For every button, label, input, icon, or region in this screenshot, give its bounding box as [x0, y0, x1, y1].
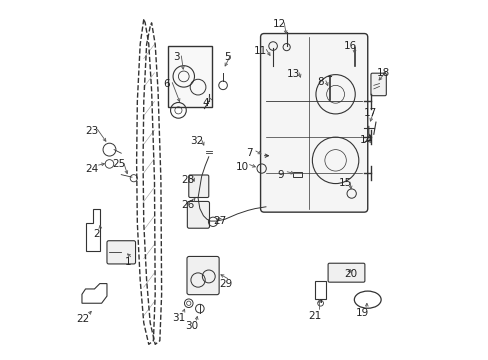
FancyBboxPatch shape: [188, 175, 208, 198]
FancyBboxPatch shape: [327, 263, 364, 282]
Text: 25: 25: [112, 159, 125, 169]
Text: 15: 15: [338, 178, 351, 188]
Text: 3: 3: [173, 52, 180, 62]
Text: 7: 7: [245, 148, 252, 158]
Text: 6: 6: [163, 78, 170, 89]
FancyBboxPatch shape: [187, 202, 209, 228]
Text: 11: 11: [253, 46, 266, 56]
Text: 5: 5: [224, 52, 230, 62]
Text: 22: 22: [76, 314, 89, 324]
Text: 21: 21: [308, 311, 321, 321]
Text: 29: 29: [219, 279, 232, 289]
Text: 31: 31: [171, 312, 184, 323]
Text: 16: 16: [343, 41, 356, 51]
Text: 14: 14: [359, 135, 372, 145]
Text: 27: 27: [212, 216, 225, 226]
Text: 4: 4: [202, 98, 209, 108]
Text: 26: 26: [181, 200, 194, 210]
FancyBboxPatch shape: [370, 73, 386, 96]
Text: 23: 23: [85, 126, 98, 136]
Text: 20: 20: [344, 269, 357, 279]
Text: 2: 2: [93, 229, 100, 239]
FancyBboxPatch shape: [260, 33, 367, 212]
FancyBboxPatch shape: [107, 241, 135, 264]
Text: 19: 19: [355, 308, 368, 318]
Text: 12: 12: [272, 18, 285, 28]
Text: 17: 17: [363, 108, 376, 118]
Text: 1: 1: [125, 257, 131, 267]
Bar: [293, 172, 302, 177]
Text: 10: 10: [236, 162, 249, 172]
FancyBboxPatch shape: [167, 46, 212, 107]
Bar: [315, 282, 325, 298]
Text: 13: 13: [286, 68, 300, 78]
Text: 30: 30: [184, 321, 198, 332]
FancyBboxPatch shape: [186, 256, 219, 295]
Text: 9: 9: [276, 170, 283, 180]
Text: 32: 32: [190, 136, 203, 147]
Text: 8: 8: [317, 77, 323, 87]
Text: 28: 28: [181, 175, 194, 185]
Text: 24: 24: [85, 164, 98, 174]
Text: 18: 18: [376, 68, 389, 78]
